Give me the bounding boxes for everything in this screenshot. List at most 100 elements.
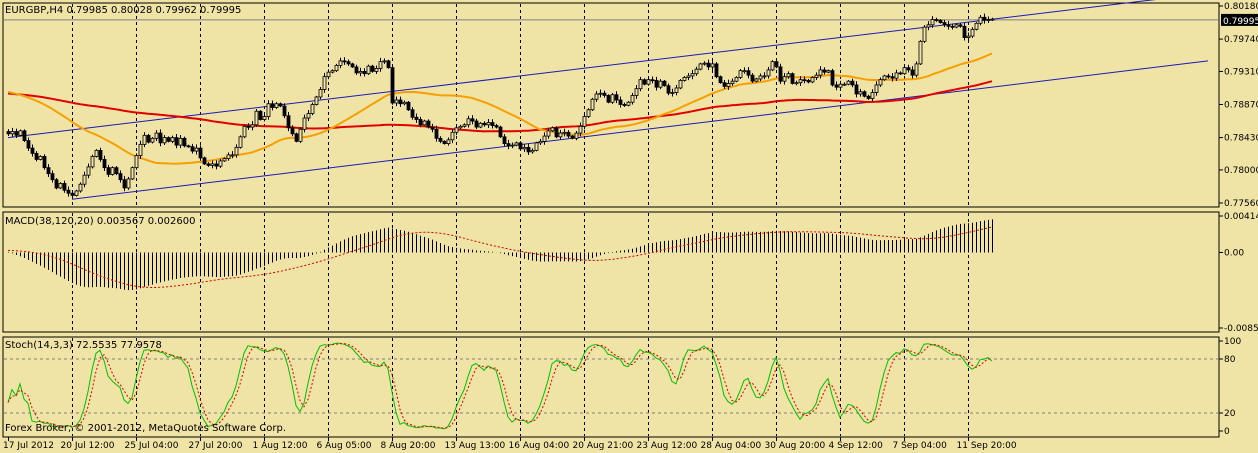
candle-body-bullish (966, 35, 971, 38)
candle (566, 130, 571, 139)
candle (610, 92, 615, 104)
candle (742, 67, 747, 74)
x-axis-tick-label: 16 Aug 04:00 (509, 441, 570, 451)
candle (266, 100, 271, 120)
candle (242, 124, 247, 139)
x-axis-tick-label: 25 Jul 04:00 (125, 441, 179, 451)
candle-body-bullish (742, 70, 747, 73)
candle-body-bullish (926, 24, 931, 28)
candle-body-bullish (382, 60, 387, 63)
candle-body-bearish (42, 155, 47, 169)
candle-body-bullish (638, 79, 643, 90)
candle-body-bullish (562, 131, 567, 134)
candle (18, 129, 23, 137)
candle (178, 134, 183, 149)
candle (982, 13, 987, 24)
candle-body-bullish (610, 94, 615, 103)
candle-body-bearish (26, 140, 31, 149)
candle (546, 127, 551, 139)
candle-body-bullish (582, 116, 587, 127)
stochastic-axis-tick-label: 80 (1224, 355, 1236, 365)
candle-body-bullish (634, 88, 639, 96)
price-pane[interactable]: EURGBP,H4 0.79985 0.80028 0.79962 0.7999… (2, 0, 1220, 208)
candle-body-bearish (614, 94, 619, 101)
candle-body-bullish (530, 149, 535, 153)
candle (618, 96, 623, 108)
candle (254, 108, 259, 127)
candle (274, 102, 279, 109)
candle-body-bullish (858, 91, 863, 95)
candle-body-bullish (842, 83, 847, 86)
candle (486, 118, 491, 129)
candle-body-bullish (162, 137, 167, 144)
candle-body-bearish (502, 136, 507, 144)
candle (622, 102, 627, 107)
stochastic-axis-tick-label: 20 (1224, 409, 1236, 419)
candle (38, 155, 43, 161)
candle (646, 78, 651, 86)
candle-body-bullish (150, 137, 155, 143)
candle-body-bullish (218, 160, 223, 167)
candle (230, 151, 235, 159)
candle-body-bullish (598, 92, 603, 95)
candle (670, 88, 675, 97)
candle (114, 166, 119, 176)
candle-body-bearish (246, 125, 251, 128)
candle-body-bullish (306, 113, 311, 119)
candle (858, 88, 863, 97)
candle (90, 154, 95, 169)
candle-body-bullish (154, 132, 159, 139)
candle-body-bullish (814, 74, 819, 78)
candle-body-bearish (830, 70, 835, 86)
candle-body-bullish (990, 18, 995, 21)
candle (630, 92, 635, 105)
candle (914, 61, 919, 78)
candle-body-bullish (786, 73, 791, 78)
candle-body-bearish (54, 179, 59, 189)
candle (78, 182, 83, 193)
candle-body-bullish (594, 93, 599, 100)
candle-body-bearish (606, 95, 611, 103)
candle-body-bearish (802, 79, 807, 82)
candle (702, 61, 707, 66)
candle-body-bullish (210, 163, 215, 166)
candle-body-bearish (390, 67, 395, 104)
candle (518, 141, 523, 151)
candle-body-bullish (110, 167, 115, 175)
candle-body-bearish (850, 80, 855, 86)
candle (694, 66, 699, 76)
candle-body-bullish (126, 178, 131, 189)
stochastic-pane-title: Stoch(14,3,3) 72.5535 77.9578 (5, 340, 162, 351)
candle (578, 122, 583, 137)
candle-body-bullish (74, 190, 79, 196)
candle (26, 137, 31, 151)
candle-body-bullish (82, 174, 87, 185)
candle-body-bullish (38, 155, 43, 160)
candle (786, 71, 791, 79)
candle-body-bearish (554, 127, 559, 138)
candle (66, 186, 71, 197)
candle (938, 19, 943, 24)
stochastic-pane[interactable]: Stoch(14,3,3) 72.5535 77.9578 (2, 336, 1220, 438)
candle-body-bullish (670, 92, 675, 94)
candle-body-bearish (426, 120, 431, 128)
candle (946, 21, 951, 30)
candle-body-bullish (330, 70, 335, 73)
candle-body-bullish (894, 72, 899, 79)
candle (686, 72, 691, 81)
candle (698, 62, 703, 71)
stochastic-axis-tick-label: 0 (1224, 427, 1230, 437)
candle (934, 17, 939, 22)
candle-body-bullish (726, 83, 731, 87)
candle (270, 100, 275, 111)
candle-body-bearish (570, 135, 575, 139)
macd-pane[interactable]: MACD(38,120,20) 0.003567 0.002600 (2, 211, 1220, 333)
candle-body-bearish (62, 183, 67, 191)
candle (554, 126, 559, 139)
candle-body-bullish (254, 110, 259, 126)
candle (222, 157, 227, 162)
candle-body-bullish (226, 154, 231, 160)
candle-body-bearish (774, 61, 779, 68)
